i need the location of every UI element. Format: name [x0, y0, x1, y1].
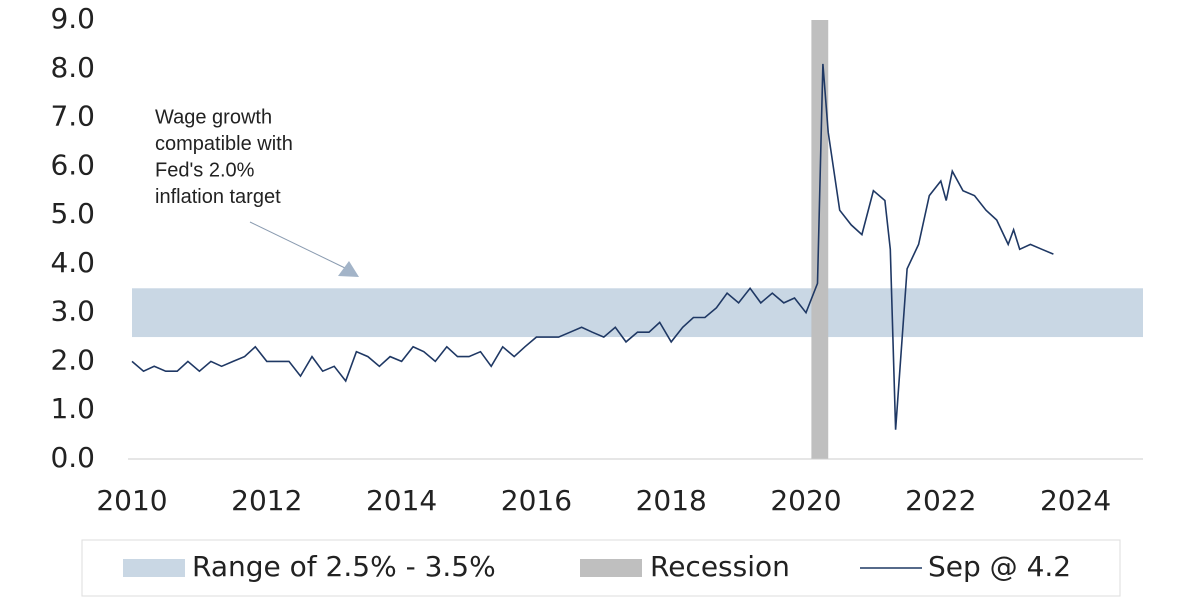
y-tick-label: 4.0 — [50, 246, 95, 279]
x-tick-label: 2014 — [366, 484, 437, 517]
legend-box — [81, 539, 1121, 597]
x-tick-label: 2016 — [501, 484, 572, 517]
annotation-text: Wage growth — [155, 106, 272, 128]
y-tick-label: 6.0 — [50, 148, 95, 181]
line-series — [131, 63, 1054, 430]
y-tick-label: 1.0 — [50, 392, 95, 425]
legend-label: Sep @ 4.2 — [928, 550, 1071, 583]
y-tick-label: 9.0 — [50, 2, 95, 35]
range-band — [132, 288, 1143, 338]
x-tick-label: 2012 — [231, 484, 302, 517]
x-tick-label: 2010 — [96, 484, 167, 517]
annotation-text: Fed's 2.0% — [155, 159, 255, 181]
y-tick-label: 7.0 — [50, 100, 95, 133]
recession-bar — [811, 20, 829, 459]
annotation-arrowhead — [338, 261, 359, 277]
annotation-text: inflation target — [155, 186, 281, 208]
legend-swatch — [123, 559, 185, 577]
x-tick-label: 2022 — [905, 484, 976, 517]
annotation-text: compatible with — [155, 133, 293, 155]
y-tick-label: 8.0 — [50, 51, 95, 84]
y-tick-label: 0.0 — [50, 441, 95, 474]
x-tick-label: 2020 — [770, 484, 841, 517]
legend-label: Recession — [650, 550, 790, 583]
x-tick-label: 2018 — [636, 484, 707, 517]
y-tick-label: 5.0 — [50, 197, 95, 230]
legend-label: Range of 2.5% - 3.5% — [192, 550, 496, 583]
x-tick-label: 2024 — [1040, 484, 1111, 517]
legend-swatch — [580, 559, 642, 577]
annotation-arrow — [249, 221, 346, 269]
y-tick-label: 2.0 — [50, 343, 95, 376]
y-tick-label: 3.0 — [50, 295, 95, 328]
